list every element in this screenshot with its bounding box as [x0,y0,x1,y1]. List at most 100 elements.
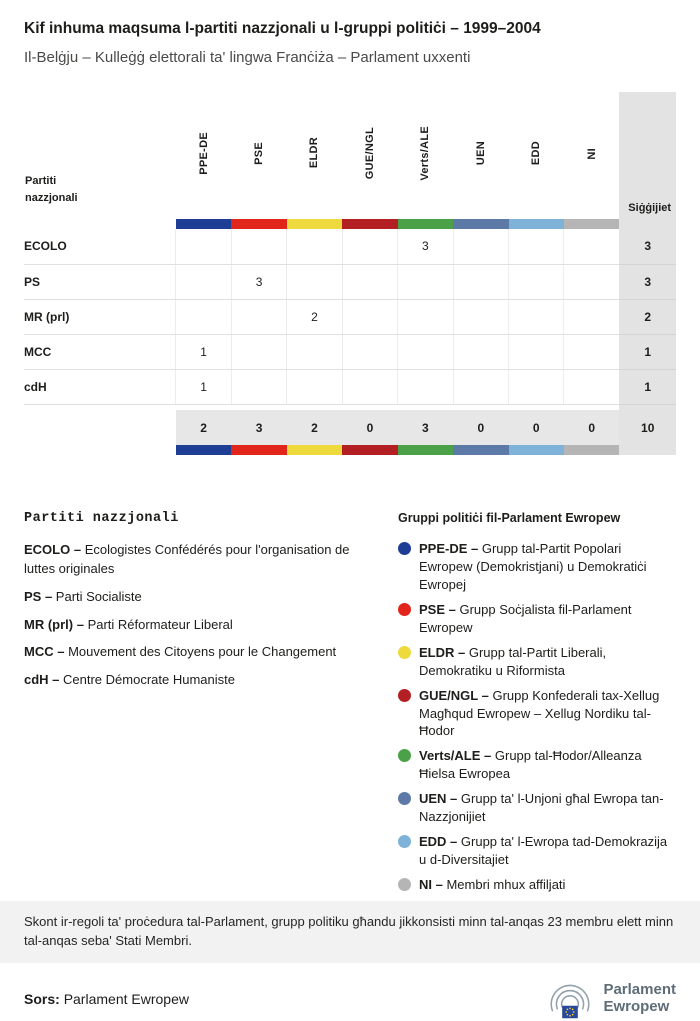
page-subtitle: Il-Belġju – Kulleġġ elettorali ta' lingw… [24,49,471,66]
group-color-dot [398,602,411,616]
national-party-item: cdH – Centre Démocrate Humaniste [24,671,372,690]
seat-value [508,369,564,405]
color-bar-ni [563,445,620,455]
color-bar-edd [508,445,564,455]
group-code: PSE – [419,601,460,617]
ep-logo-line2: Ewropew [603,997,670,1015]
source: Sors: Parlament Ewropew [24,991,189,1007]
group-code: NI – [419,877,447,892]
column-header-edd: EDD [509,92,564,219]
seat-value: 1 [175,334,232,370]
party-code: ECOLO – [24,542,85,557]
political-group-item: EDD – Grupp ta' l-Ewropa tad-Demokrazija… [398,833,676,869]
group-code: GUE/NGL – [419,687,493,703]
table-row: ECOLO 3 3 [24,229,676,265]
seat-value [452,264,509,300]
color-bar-uen [453,219,509,229]
group-code: EDD – [419,834,461,850]
seat-value [508,264,564,300]
column-header-uen: UEN [453,92,508,219]
seat-value [341,299,398,335]
column-header-label: EDD [530,140,543,166]
group-code: PPE-DE – [419,541,482,556]
seat-value [286,369,343,405]
group-text: GUE/NGL – Grupp Konfederali tax-Xellug M… [419,687,676,741]
column-total: 2 [286,410,343,445]
row-header-label: Partiti nazzjonali [25,174,78,204]
seat-value [230,229,287,265]
legend-parties-title: Partiti nazzjonali [24,511,179,526]
national-party-item: PS – Parti Socialiste [24,588,372,607]
column-total: 0 [453,410,509,445]
group-text: PPE-DE – Grupp tal-Partit Popolari Ewrop… [419,540,676,594]
political-group-item: GUE/NGL – Grupp Konfederali tax-Xellug M… [398,687,676,741]
group-code: ELDR – [419,644,469,660]
color-bar-row-bottom [24,445,676,455]
group-desc: Grupp ta' l-Unjoni għal Ewropa tan-Nazzj… [419,791,664,825]
seat-value [563,369,620,405]
national-party-item: ECOLO – Ecologistes Confédérés pour l'or… [24,541,372,579]
legend-groups-title: Gruppi politiċi fil-Parlament Ewropew [398,511,621,525]
table-row: MR (prl) 2 2 [24,299,676,335]
seat-value [341,229,398,265]
row-seats-total: 3 [619,229,676,265]
table-row: PS 3 3 [24,264,676,300]
color-bar-verts-ale [397,219,454,229]
group-color-dot [398,688,411,702]
seat-value [563,264,620,300]
seats-header-cell: Siġġijiet [619,92,676,219]
seat-value [452,299,509,335]
group-color-dot [398,749,411,763]
seat-value [397,369,454,405]
column-total: 3 [397,410,454,445]
column-total: 0 [508,410,564,445]
political-group-item: PPE-DE – Grupp tal-Partit Popolari Ewrop… [398,540,676,594]
group-code: UEN – [419,791,461,807]
seat-value [397,299,454,335]
color-bar-gue-ngl [342,219,398,229]
seats-header-label: Siġġijiet [628,202,672,214]
table-row: MCC 1 1 [24,334,676,370]
legend: Partiti nazzjonali ECOLO – Ecologistes C… [0,511,700,901]
seat-value: 1 [175,369,232,405]
color-bar-pse [231,445,287,455]
column-header-label: Verts/ALE [419,125,432,181]
source-value: Parlament Ewropew [63,990,189,1007]
row-seats-total: 1 [619,369,676,405]
group-color-dot [398,645,411,659]
column-header-gue-ngl: GUE/NGL [342,92,397,219]
seat-value [508,299,564,335]
color-bar-ppe-de [175,219,232,229]
party-code: MR (prl) – [24,616,88,632]
column-header-label: NI [585,147,598,160]
seat-value [341,334,398,370]
color-bar-edd [508,219,564,229]
legend-political-groups: Gruppi politiċi fil-Parlament Ewropew PP… [398,511,676,901]
party-code: PS – [24,588,56,604]
seat-value: 2 [286,299,343,335]
color-bar-ni [563,219,620,229]
column-header-label: PSE [253,141,266,165]
party-code: MCC – [24,644,69,660]
column-header-eldr: ELDR [287,92,342,219]
color-bar-verts-ale [397,445,454,455]
party-desc: Ecologistes Confédérés pour l'organisati… [24,542,350,576]
legend-national-parties: Partiti nazzjonali ECOLO – Ecologistes C… [24,511,398,901]
group-text: NI – Membri mhux affiljati [419,876,565,894]
color-bar-gue-ngl [342,445,398,455]
seat-value [563,229,620,265]
group-color-dot [398,792,411,806]
group-text: PSE – Grupp Soċjalista fil-Parlament Ewr… [419,601,676,637]
color-bar-pse [231,219,287,229]
group-desc: Grupp tal-Ħodor/Alleanza Ħielsa Ewropea [419,748,642,782]
group-color-dot [398,835,411,849]
footnote: Skont ir-regoli ta' proċedura tal-Parlam… [0,900,700,963]
group-text: Verts/ALE – Grupp tal-Ħodor/Alleanza Ħie… [419,747,676,783]
column-header-ppe-de: PPE-DE [176,92,231,219]
grand-total: 10 [619,410,676,445]
party-desc: Centre Démocrate Humaniste [63,672,235,688]
spacer-row [24,404,676,410]
row-seats-total: 2 [619,299,676,335]
political-group-item: NI – Membri mhux affiljati [398,876,676,894]
